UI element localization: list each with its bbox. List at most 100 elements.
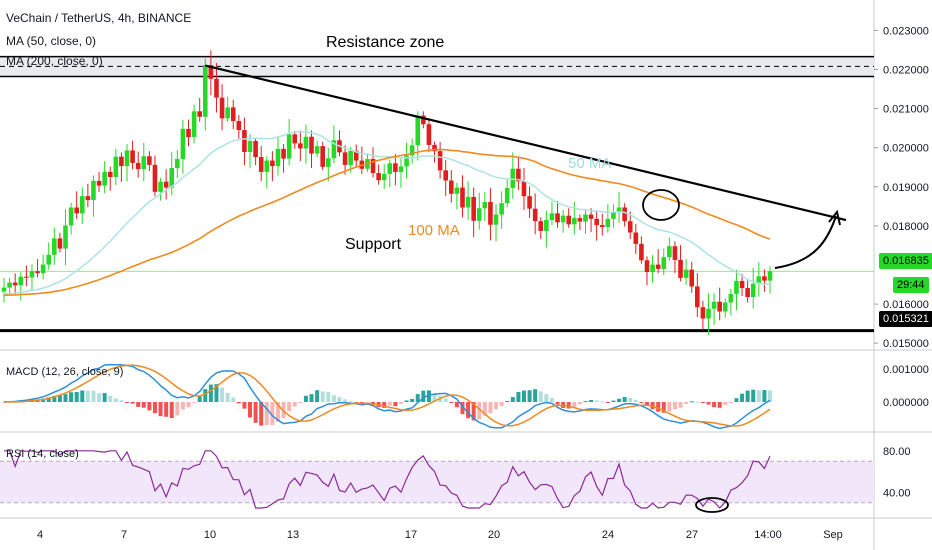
candle — [409, 145, 415, 156]
candle — [611, 212, 616, 219]
projection-arrowhead — [828, 209, 841, 226]
macd-bar — [421, 390, 426, 402]
candle — [577, 218, 583, 222]
candle — [717, 301, 722, 312]
candle — [46, 254, 52, 265]
candle — [471, 196, 476, 221]
macd-bar — [236, 402, 241, 404]
macd-bar — [656, 402, 661, 412]
candle — [35, 271, 40, 274]
macd-bar — [723, 402, 728, 405]
candle — [242, 130, 247, 152]
macd-bar — [600, 401, 605, 403]
candle — [381, 173, 387, 181]
macd-bar — [192, 402, 197, 403]
candle — [739, 281, 745, 289]
macd-bar — [768, 390, 772, 402]
macd-bar — [180, 402, 185, 410]
candle — [443, 170, 449, 181]
macd-bar — [147, 402, 152, 411]
candle — [549, 213, 555, 221]
candle — [135, 162, 141, 170]
candle — [745, 288, 750, 298]
macd-bar — [583, 401, 588, 403]
time-tick-label: 27 — [686, 529, 698, 541]
candle — [538, 221, 544, 231]
candle — [214, 78, 219, 98]
macd-bar — [538, 391, 543, 402]
macd-bar — [695, 401, 700, 403]
candle — [63, 225, 68, 249]
macd-bar — [689, 401, 694, 403]
candle — [756, 276, 762, 284]
macd-bar — [628, 397, 633, 402]
candle — [616, 207, 622, 213]
candle — [130, 150, 135, 163]
candle — [270, 160, 275, 167]
macd-bar — [404, 400, 409, 402]
candle — [309, 136, 314, 154]
candle — [219, 97, 225, 119]
macd-bar — [136, 402, 141, 407]
candle — [29, 271, 35, 278]
time-tick-label: 17 — [405, 529, 417, 541]
macd-bar — [242, 402, 247, 409]
time-tick-label: 10 — [204, 529, 216, 541]
candle — [572, 218, 577, 225]
macd-bar — [52, 395, 57, 402]
candle — [342, 152, 348, 165]
macd-bar — [644, 402, 649, 406]
macd-bar — [343, 399, 348, 402]
price-tick-label: 0.018000 — [883, 221, 929, 233]
macd-bar — [203, 389, 208, 402]
time-tick-label: Sep — [823, 529, 843, 541]
candle — [303, 136, 309, 149]
candle — [499, 203, 504, 215]
macd-bar — [533, 389, 538, 402]
macd-bar — [248, 402, 253, 418]
macd-bar — [208, 384, 213, 402]
candle — [527, 196, 532, 209]
macd-bar — [477, 402, 482, 420]
macd-bar — [622, 396, 627, 402]
rsi-low-ellipse — [695, 497, 729, 513]
macd-bar — [393, 402, 398, 407]
macd-bar — [186, 402, 191, 408]
macd-bar — [270, 402, 275, 425]
macd-bar — [661, 402, 666, 413]
candle — [750, 283, 756, 298]
candle — [275, 148, 281, 167]
candle — [762, 276, 767, 281]
macd-bar — [348, 401, 353, 403]
macd-bar — [499, 402, 504, 406]
candle — [706, 308, 711, 319]
candle — [169, 168, 175, 188]
candle — [348, 150, 353, 165]
candle — [588, 214, 594, 219]
candle — [421, 115, 426, 125]
macd-bar — [91, 390, 96, 402]
macd-bar — [443, 398, 448, 402]
candle — [560, 215, 566, 223]
candle — [633, 232, 639, 244]
macd-bar — [566, 402, 571, 409]
candle — [722, 302, 728, 312]
candle — [264, 160, 270, 172]
candle — [124, 150, 130, 167]
macd-tick-label: 0.001000 — [883, 364, 929, 376]
candle — [119, 156, 124, 167]
macd-bar — [449, 402, 454, 403]
price-tick-label: 0.016000 — [883, 299, 929, 311]
macd-bar — [544, 394, 549, 402]
candle — [141, 156, 147, 170]
macd-bar — [594, 400, 599, 402]
candle — [40, 264, 46, 274]
macd-bar — [46, 397, 51, 402]
candle — [96, 180, 102, 186]
macd-bar — [387, 402, 392, 406]
macd-bar — [152, 402, 157, 414]
candle — [230, 107, 236, 122]
macd-bar — [415, 394, 420, 402]
